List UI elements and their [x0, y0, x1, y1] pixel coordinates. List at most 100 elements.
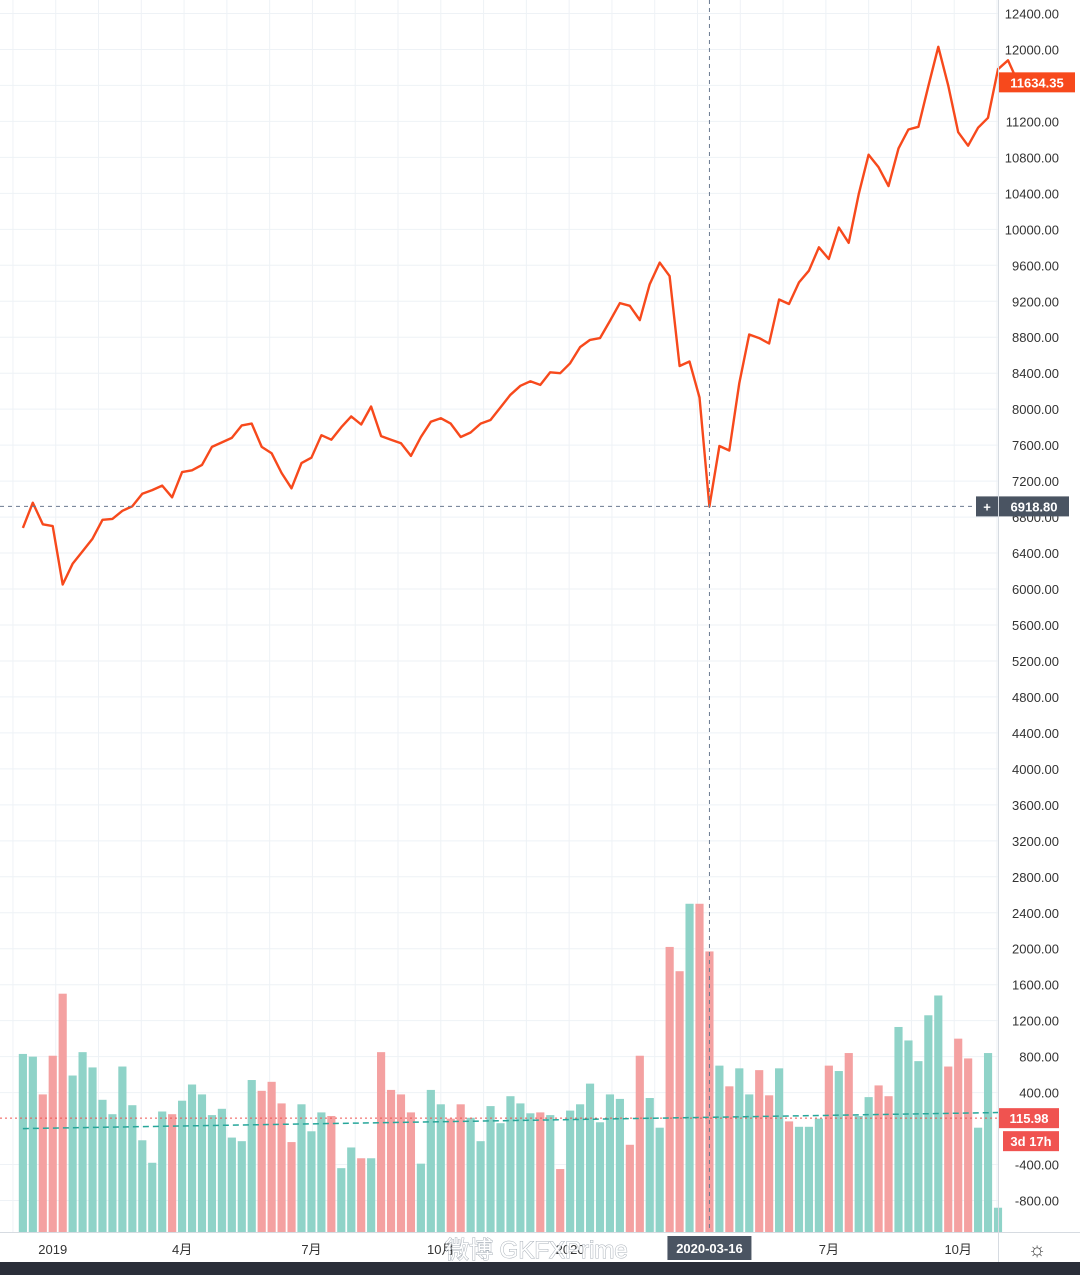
volume-bar: [28, 1056, 37, 1232]
volume-bar: [655, 1127, 664, 1232]
volume-bar: [834, 1071, 843, 1232]
volume-bar: [784, 1121, 794, 1232]
y-tick-label: 4400.00: [1012, 726, 1059, 741]
price-axis[interactable]: -800.00 -400.00 400.00 800.00 1200.00 1600.00…: [998, 0, 1060, 1262]
y-tick-label: 9200.00: [1012, 294, 1059, 309]
y-tick-label: 6400.00: [1012, 546, 1059, 561]
time-axis[interactable]: 2019 4月 7月 10月 2020 7月 10月: [0, 1232, 1080, 1258]
volume-bar: [576, 1104, 585, 1232]
volume-bar: [924, 1015, 933, 1232]
y-tick-label: 4000.00: [1012, 762, 1059, 777]
price-line: [21, 45, 1019, 586]
settings-gear-icon[interactable]: ☼: [1027, 1239, 1047, 1261]
volume-bar: [844, 1053, 853, 1232]
volume-bar: [954, 1038, 963, 1232]
volume-bar: [665, 946, 674, 1232]
y-tick-label: 800.00: [1019, 1050, 1059, 1065]
volume-bar: [416, 1163, 425, 1232]
volume-bar: [347, 1147, 356, 1232]
y-tick-label: -400.00: [1015, 1158, 1059, 1173]
volume-bar: [357, 1158, 366, 1232]
crosshair-date-label: 2020-03-16: [676, 1241, 743, 1256]
volume-bar: [207, 1115, 217, 1232]
y-tick-label: 5600.00: [1012, 618, 1059, 633]
volume-bar: [546, 1115, 555, 1232]
volume-bar: [625, 1144, 634, 1232]
volume-bar: [894, 1026, 903, 1232]
volume-bar: [267, 1081, 276, 1232]
volume-bar: [566, 1110, 575, 1232]
volume-bar: [396, 1094, 406, 1232]
y-tick-label: 8000.00: [1012, 402, 1059, 417]
volume-level-box: [999, 1108, 1059, 1129]
crosshair-date-box: [667, 1236, 752, 1260]
volume-bar: [645, 1098, 654, 1232]
y-tick-label: -800.00: [1015, 1194, 1059, 1209]
y-tick-label: 400.00: [1019, 1086, 1059, 1101]
crosshair: [0, 0, 998, 1232]
volume-bar: [58, 993, 67, 1232]
volume-bar: [974, 1127, 983, 1232]
volume-bar: [158, 1111, 167, 1232]
volume-bar: [715, 1065, 724, 1232]
y-tick-label: 2800.00: [1012, 870, 1059, 885]
y-tick-label: 10800.00: [1005, 150, 1059, 165]
volume-bar: [18, 1053, 27, 1232]
volume-bars: [18, 903, 1003, 1232]
y-tick-label: 12400.00: [1005, 6, 1059, 21]
x-tick-label: 10月: [427, 1242, 454, 1257]
price-series-line: [21, 45, 1019, 586]
volume-bar: [98, 1099, 107, 1232]
volume-bar: [595, 1122, 605, 1232]
volume-bar: [128, 1105, 137, 1232]
volume-bar: [745, 1094, 754, 1232]
volume-bar: [327, 1115, 336, 1232]
volume-bar: [814, 1118, 823, 1232]
volume-bar: [496, 1123, 505, 1232]
y-tick-label: 10400.00: [1005, 186, 1059, 201]
volume-bar: [605, 1094, 615, 1232]
volume-bar: [237, 1141, 246, 1232]
volume-bar: [944, 1066, 953, 1232]
volume-bar: [68, 1075, 77, 1232]
volume-bar: [118, 1066, 127, 1232]
y-tick-label: 10000.00: [1005, 222, 1059, 237]
grid: [0, 0, 998, 1232]
volume-bar: [864, 1097, 873, 1232]
volume-bar: [536, 1112, 545, 1232]
volume-bar: [456, 1104, 465, 1232]
volume-bar: [516, 1103, 525, 1232]
volume-bar: [247, 1080, 256, 1232]
x-tick-label: 2020: [556, 1242, 585, 1257]
volume-bar: [854, 1115, 863, 1232]
volume-bar: [217, 1108, 226, 1232]
y-tick-label: 3200.00: [1012, 834, 1059, 849]
volume-bar: [168, 1114, 177, 1232]
last-price-box: [999, 72, 1075, 93]
volume-bar: [685, 903, 694, 1232]
volume-bar: [765, 1095, 774, 1232]
volume-bar: [88, 1067, 97, 1232]
x-tick-label: 7月: [819, 1242, 839, 1257]
volume-bar: [755, 1070, 764, 1232]
volume-bar: [377, 1052, 386, 1232]
x-tick-label: 2019: [38, 1242, 67, 1257]
crosshair-plus-box: [976, 496, 998, 517]
volume-bar: [824, 1065, 833, 1232]
volume-bar: [914, 1061, 923, 1232]
volume-bar: [426, 1089, 435, 1232]
y-tick-label: 5200.00: [1012, 654, 1059, 669]
volume-level-lines: [0, 1111, 999, 1130]
volume-bar: [48, 1055, 57, 1232]
y-tick-label: 2400.00: [1012, 906, 1059, 921]
y-tick-label: 6000.00: [1012, 582, 1059, 597]
volume-bar: [486, 1106, 495, 1232]
x-tick-label: 4月: [172, 1242, 192, 1257]
crosshair-price-label: 6918.80: [1011, 499, 1058, 514]
y-tick-label: 12000.00: [1005, 42, 1059, 57]
volume-bar: [148, 1162, 157, 1232]
y-tick-label: 8800.00: [1012, 330, 1059, 345]
y-tick-label: 2000.00: [1012, 942, 1059, 957]
